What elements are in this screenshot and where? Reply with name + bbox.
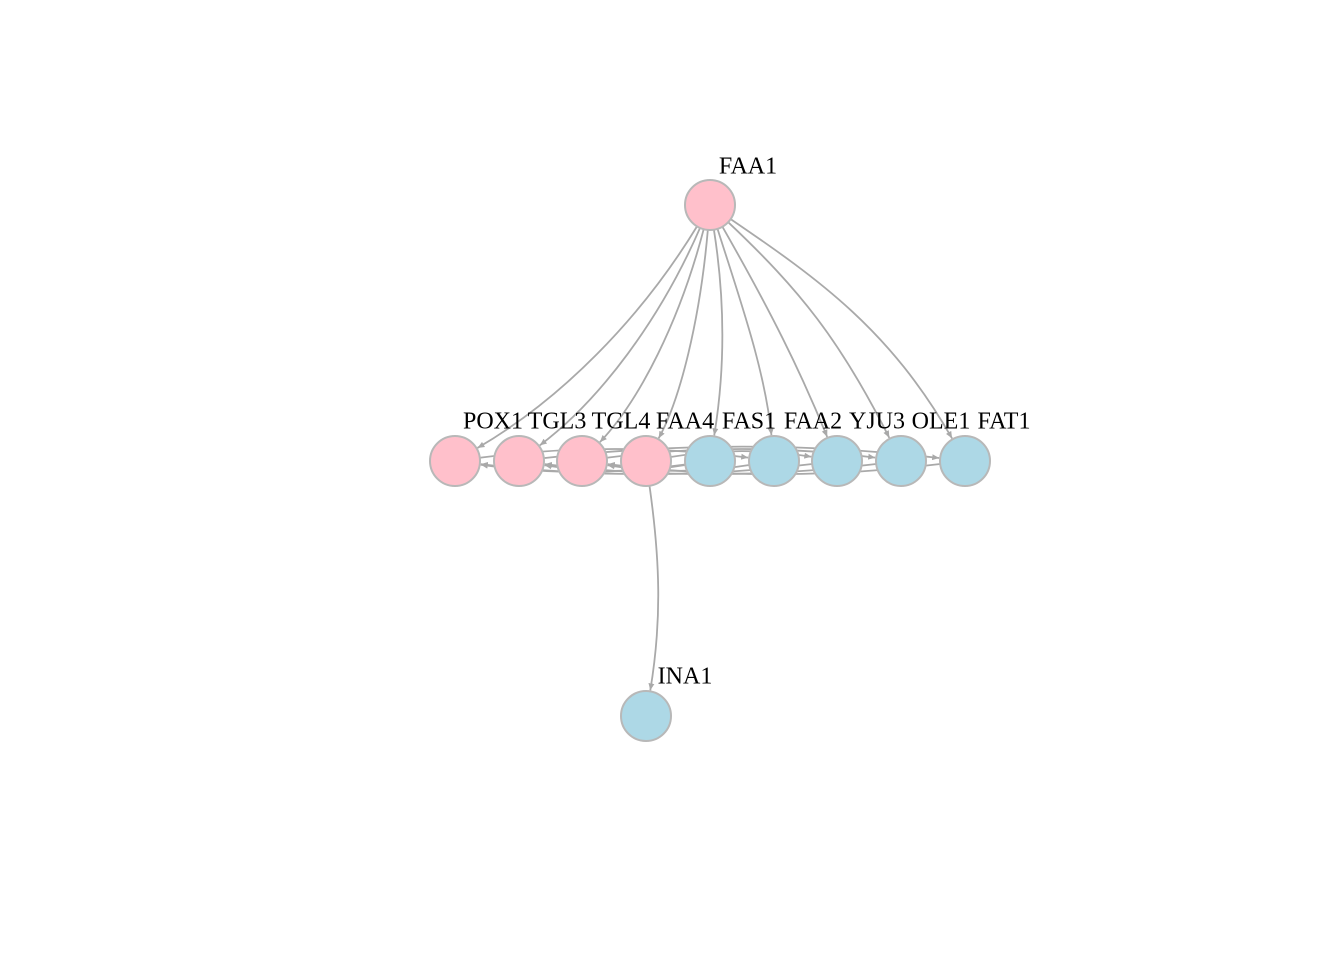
node-label-yju3: YJU3	[849, 409, 905, 435]
edge-faa1-yju3	[721, 226, 829, 438]
node-label-fat1: FAT1	[978, 409, 1031, 435]
edge-faa1-tgl3	[539, 227, 701, 447]
node-label-faa1: FAA1	[719, 154, 777, 180]
node-layer	[429, 179, 991, 742]
node-yju3	[811, 435, 863, 487]
node-ina1	[620, 690, 672, 742]
edge-faa1-pox1	[477, 225, 698, 449]
node-label-tgl3: TGL3	[528, 409, 587, 435]
edge-faa1-tgl4	[599, 228, 705, 443]
node-label-fas1: FAS1	[722, 409, 776, 435]
label-layer: FAA1 POX1 TGL3 TGL4 FAA4 FAS1 FAA2 YJU3 OLE1 FAT1…	[463, 154, 1030, 690]
node-fat1	[939, 435, 991, 487]
node-tgl4	[556, 435, 608, 487]
edge-faa4-ina1	[648, 485, 660, 691]
edge-faa1-fas1	[712, 229, 724, 436]
edge-faa1-fat1	[730, 218, 953, 439]
node-label-pox1: POX1	[463, 409, 523, 435]
node-label-ole1: OLE1	[912, 409, 971, 435]
edge-faa1-faa2	[716, 228, 774, 436]
node-ole1	[875, 435, 927, 487]
node-fas1	[684, 435, 736, 487]
node-label-faa4: FAA4	[656, 409, 714, 435]
node-faa4	[620, 435, 672, 487]
node-label-faa2: FAA2	[784, 409, 842, 435]
node-pox1	[429, 435, 481, 487]
node-label-tgl4: TGL4	[592, 409, 651, 435]
edge-faa1-ole1	[727, 221, 891, 439]
node-faa1	[684, 179, 736, 231]
node-faa2	[748, 435, 800, 487]
node-tgl3	[493, 435, 545, 487]
edge-faa1-faa4	[657, 229, 709, 439]
node-label-ina1: INA1	[658, 664, 713, 690]
